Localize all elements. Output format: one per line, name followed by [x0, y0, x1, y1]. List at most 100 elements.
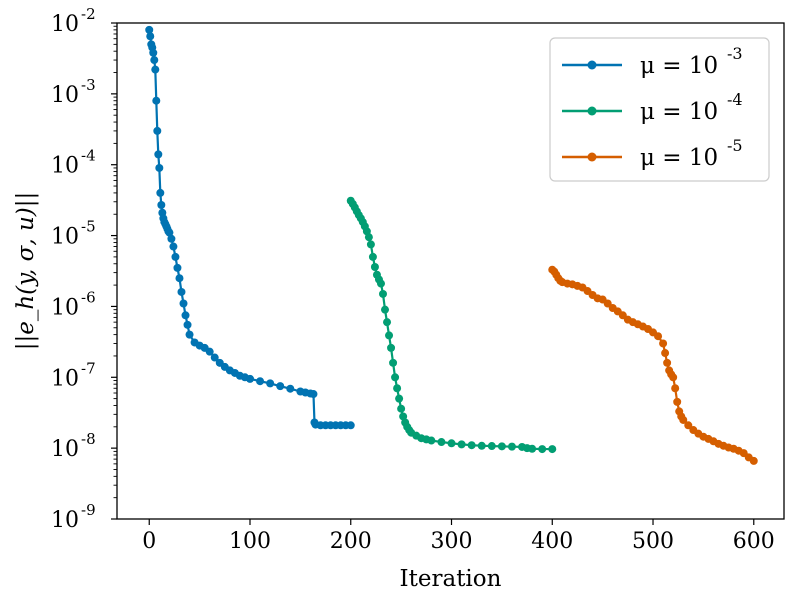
x-tick-label: 500 — [632, 529, 674, 554]
series-1-point — [154, 150, 163, 159]
series-1-point — [155, 163, 164, 172]
series-3-point — [679, 415, 688, 424]
series-2-point — [507, 442, 516, 451]
series-1-point — [149, 48, 158, 57]
series-1-point — [173, 263, 182, 272]
series-3 — [548, 265, 758, 465]
x-tick-label: 0 — [142, 529, 156, 554]
series-1-point — [346, 421, 355, 430]
series-3-point — [659, 339, 668, 348]
y-tick-label: 10 — [51, 508, 79, 533]
y-tick-label-exponent: -8 — [81, 430, 96, 448]
series-layer — [145, 25, 758, 465]
legend-label-exponent: -4 — [727, 90, 743, 109]
series-3-point — [684, 421, 693, 430]
series-1 — [145, 25, 355, 430]
series-2-point — [370, 263, 379, 272]
series-2-point — [368, 252, 377, 261]
series-2-point — [389, 358, 398, 367]
legend-marker — [587, 152, 597, 162]
series-2-point — [427, 436, 436, 445]
series-1-point — [266, 379, 275, 388]
y-tick-label-exponent: -9 — [81, 501, 96, 519]
y-axis-label: ||e_h(y, σ, u)|| — [13, 192, 39, 351]
series-2-point — [397, 404, 406, 413]
y-tick-label: 10 — [51, 366, 79, 391]
series-1-point — [185, 330, 194, 339]
series-2-point — [477, 441, 486, 450]
series-2-point — [528, 444, 537, 453]
series-3-point — [673, 397, 682, 406]
series-3-point — [749, 456, 758, 465]
y-tick-label-exponent: -4 — [81, 147, 96, 165]
series-2-point — [376, 279, 385, 288]
legend: μ = 10 -3 μ = 10 -4 μ = 10 -5 — [549, 37, 770, 182]
series-1-point — [171, 252, 180, 261]
legend-label-exponent: -3 — [727, 44, 743, 63]
series-1-point — [177, 287, 186, 296]
series-2-point — [385, 331, 394, 340]
series-2-point — [497, 442, 506, 451]
series-2-point — [395, 394, 404, 403]
y-tick-label: 10 — [51, 83, 79, 108]
y-tick-label-exponent: -2 — [81, 5, 96, 23]
series-1-point — [175, 274, 184, 283]
x-tick-label: 300 — [431, 529, 473, 554]
series-3-point — [671, 384, 680, 393]
series-2-point — [378, 289, 387, 298]
x-axis-label: Iteration — [400, 566, 502, 592]
series-1-point — [150, 56, 159, 65]
series-2-point — [467, 441, 476, 450]
x-tick-label: 200 — [330, 529, 372, 554]
y-tick-label: 10 — [51, 225, 79, 250]
y-tick-label-exponent: -7 — [81, 359, 96, 377]
series-1-point — [157, 201, 166, 210]
y-tick-label: 10 — [51, 12, 79, 37]
series-2-point — [391, 373, 400, 382]
series-1-point — [145, 25, 154, 34]
legend-item-3: μ = 10 -5 — [562, 136, 743, 171]
series-2-point — [364, 233, 373, 242]
series-1-point — [276, 382, 285, 391]
series-1-point — [205, 347, 214, 356]
series-1-point — [181, 311, 190, 320]
series-1-point — [309, 390, 318, 399]
series-2-point — [437, 438, 446, 447]
x-tick-label: 100 — [229, 529, 271, 554]
series-2-point — [538, 445, 547, 454]
y-tick-label: 10 — [51, 437, 79, 462]
x-tick-label: 400 — [531, 529, 573, 554]
legend-label: μ = 10 — [640, 99, 718, 125]
series-2-point — [387, 343, 396, 352]
series-1-point — [286, 384, 295, 393]
y-tick-label-exponent: -6 — [81, 288, 96, 306]
series-1-point — [165, 228, 174, 237]
y-tick-label: 10 — [51, 295, 79, 320]
series-2-point — [487, 442, 496, 451]
legend-label: μ = 10 — [640, 53, 718, 79]
series-2 — [346, 196, 557, 454]
series-3-point — [661, 349, 670, 358]
series-1-point — [179, 299, 188, 308]
series-1-point — [246, 374, 254, 383]
legend-marker — [587, 106, 597, 116]
axes-frame — [116, 22, 785, 520]
legend-marker — [587, 60, 597, 70]
series-1-point — [152, 96, 161, 105]
series-3-point — [663, 358, 672, 367]
series-1-point — [151, 65, 160, 74]
series-2-point — [393, 384, 402, 393]
series-1-point — [153, 126, 162, 135]
series-1-point — [256, 377, 265, 386]
legend-item-1: μ = 10 -3 — [562, 44, 743, 79]
series-3-point — [654, 332, 663, 341]
series-2-point — [447, 439, 456, 448]
series-3-point — [669, 373, 678, 382]
series-2-point — [383, 318, 392, 327]
series-2-point — [366, 240, 375, 249]
series-2-point — [548, 445, 557, 454]
x-tick-label: 600 — [733, 529, 775, 554]
series-1-point — [169, 242, 178, 251]
